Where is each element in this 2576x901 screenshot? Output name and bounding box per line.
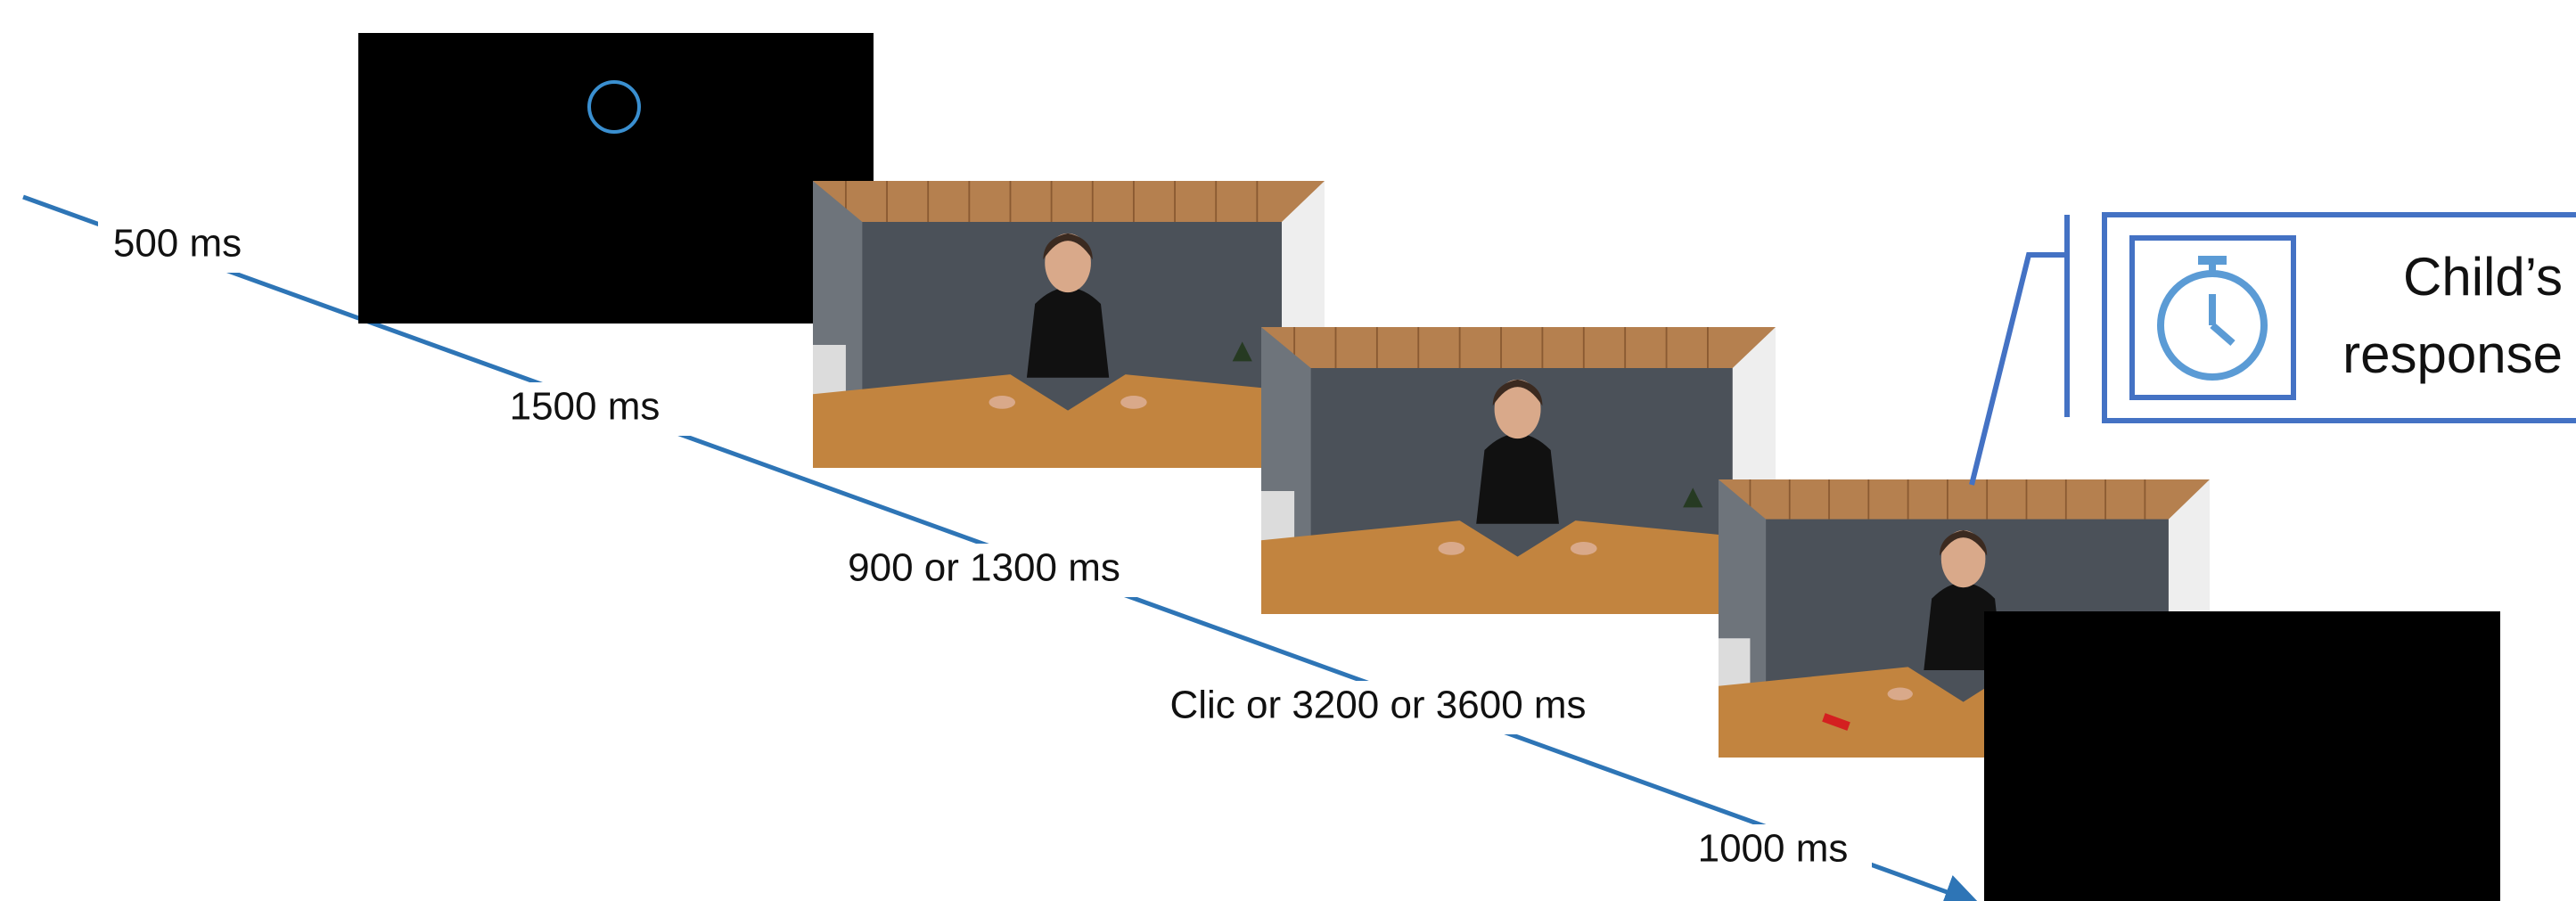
callout-pointer [1969,252,2067,486]
video-frame [1261,327,1776,614]
label-bg [1676,824,1872,878]
label-bg [1150,681,1609,734]
duration-label: 900 or 1300 ms [848,546,1120,590]
duration-labels: 500 ms 1500 ms 900 or 1300 ms Clic or 32… [98,219,1872,878]
object [1822,713,1850,731]
callout-box [2102,212,2576,423]
callout-text: response [2342,324,2563,384]
duration-label: 500 ms [113,222,242,266]
label-bg [824,544,1145,597]
icon-box [2129,235,2296,400]
video-frame [813,181,1325,468]
stopwatch-icon [2157,256,2268,381]
duration-label: 1500 ms [510,385,660,429]
fixation-circle [587,80,641,134]
callout: Child’s response [1969,212,2576,486]
fixation-screen [358,33,874,324]
label-bg [98,219,258,273]
label-bg [481,382,691,436]
callout-text: Child’s [2403,247,2563,307]
duration-label: 1000 ms [1698,827,1849,871]
duration-label: Clic or 3200 or 3600 ms [1169,684,1586,727]
blank-screen [1984,611,2500,901]
